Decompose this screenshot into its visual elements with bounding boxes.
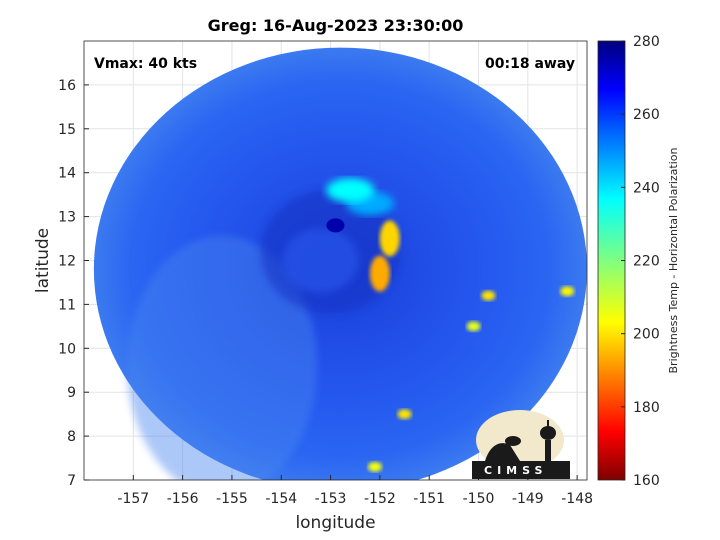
feature-rainband xyxy=(369,255,390,292)
colorbar-ticks: 160 180 200 220 240 260 280 xyxy=(621,34,660,489)
x-tick-label: -148 xyxy=(561,491,593,507)
colorbar-tick-label: 220 xyxy=(633,254,660,270)
vmax-annotation: Vmax: 40 kts xyxy=(94,56,197,72)
y-tick-label: 7 xyxy=(67,473,76,489)
y-axis-label: latitude xyxy=(33,228,53,293)
logo-text: CIMSS xyxy=(484,464,547,477)
cimss-logo: CIMSS xyxy=(472,410,570,479)
y-axis-ticks: 7 8 9 10 11 12 13 14 15 16 xyxy=(58,78,89,489)
x-tick-label: -150 xyxy=(463,491,495,507)
colorbar-tick-label: 200 xyxy=(633,327,660,343)
feature-cold-core xyxy=(326,218,345,233)
feature-outer-cells xyxy=(466,321,481,332)
colorbar-tick-label: 180 xyxy=(633,400,660,416)
colorbar-tick-label: 280 xyxy=(633,34,660,50)
x-tick-label: -154 xyxy=(265,491,297,507)
x-tick-label: -153 xyxy=(315,491,347,507)
x-tick-label: -157 xyxy=(117,491,149,507)
x-tick-label: -156 xyxy=(167,491,199,507)
y-tick-label: 16 xyxy=(58,78,76,94)
x-tick-label: -149 xyxy=(512,491,544,507)
x-tick-label: -155 xyxy=(216,491,248,507)
x-axis-ticks: -157 -156 -155 -154 -153 -152 -151 -150 -149 -148 xyxy=(117,475,593,507)
y-tick-label: 14 xyxy=(58,166,76,182)
feature-outer-cells xyxy=(481,290,496,301)
colorbar: 160 180 200 220 240 260 280 Brightness Temp - … xyxy=(597,34,680,489)
y-tick-label: 10 xyxy=(58,341,76,357)
feature-outer-cells xyxy=(397,409,412,420)
feature-outer-cells xyxy=(560,286,575,297)
eye-region xyxy=(282,228,359,293)
colorbar-label: Brightness Temp - Horizontal Polarizatio… xyxy=(667,147,680,373)
y-tick-label: 13 xyxy=(58,210,76,226)
y-tick-label: 9 xyxy=(67,385,76,401)
chart-title: Greg: 16-Aug-2023 23:30:00 xyxy=(208,16,464,35)
feature-rainband xyxy=(379,220,400,257)
y-tick-label: 8 xyxy=(67,429,76,445)
feature-convection-arc xyxy=(326,178,375,203)
colorbar-tick-label: 240 xyxy=(633,180,660,196)
y-tick-label: 12 xyxy=(58,254,76,270)
colorbar-tick-label: 160 xyxy=(633,473,660,489)
time-offset-annotation: 00:18 away xyxy=(485,56,575,72)
x-axis-label: longitude xyxy=(295,513,375,533)
plot-area: -157 -156 -155 -154 -153 -152 -151 -150 -149 -148… xyxy=(58,40,593,507)
swath-texture xyxy=(127,189,401,480)
colorbar-tick-label: 260 xyxy=(633,107,660,123)
feature-outer-cells xyxy=(367,461,382,472)
light-region xyxy=(127,235,318,480)
x-tick-label: -152 xyxy=(364,491,396,507)
y-tick-label: 11 xyxy=(58,297,76,313)
x-tick-label: -151 xyxy=(413,491,445,507)
y-tick-label: 15 xyxy=(58,122,76,138)
convective-features xyxy=(326,178,575,472)
colorbar-gradient xyxy=(597,40,626,481)
